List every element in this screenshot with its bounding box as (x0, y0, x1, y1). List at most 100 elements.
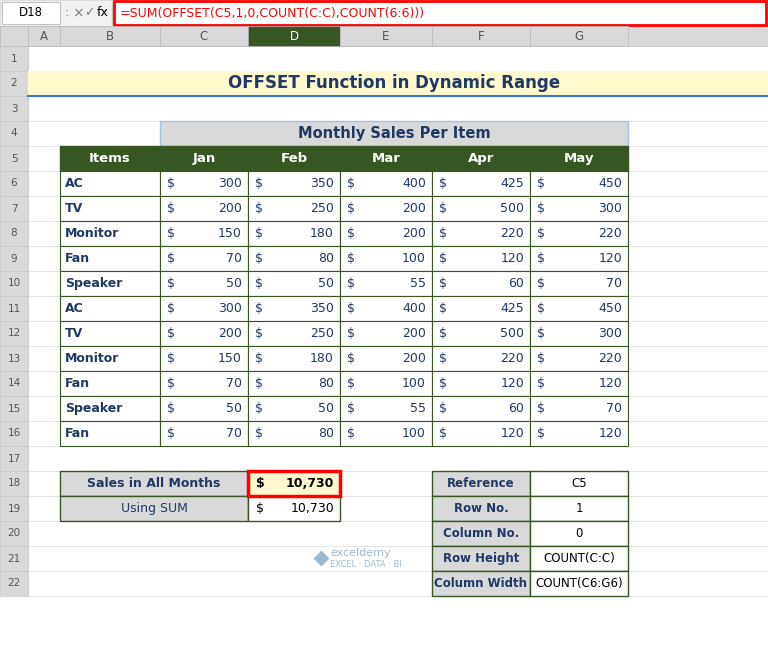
Text: 180: 180 (310, 227, 334, 240)
Bar (0, 146, 28, 171)
Bar (248, 171, 340, 196)
Bar (530, 196, 628, 221)
Text: 400: 400 (402, 302, 426, 315)
Bar (0, 421, 28, 446)
Text: 200: 200 (402, 227, 426, 240)
Text: 70: 70 (226, 252, 242, 265)
Text: 60: 60 (508, 402, 524, 415)
Text: 50: 50 (226, 402, 242, 415)
Text: AC: AC (65, 177, 84, 190)
Bar (28, 146, 768, 171)
Bar (60, 471, 248, 496)
Bar (160, 221, 248, 246)
Text: 8: 8 (11, 228, 18, 238)
Text: $: $ (439, 227, 447, 240)
Bar (340, 26, 432, 46)
Text: Column No.: Column No. (443, 527, 519, 540)
Text: 120: 120 (500, 377, 524, 390)
Bar (530, 246, 628, 271)
Bar (340, 221, 432, 246)
Text: 16: 16 (8, 428, 21, 438)
Bar (0, 446, 28, 471)
Text: $: $ (255, 277, 263, 290)
Text: 180: 180 (310, 352, 334, 365)
Text: TV: TV (65, 327, 83, 340)
Text: Feb: Feb (280, 152, 307, 165)
Text: 13: 13 (8, 354, 21, 364)
Text: 100: 100 (402, 377, 426, 390)
Text: $: $ (439, 277, 447, 290)
Bar (60, 26, 160, 46)
Bar (28, 446, 768, 471)
Bar (28, 521, 768, 546)
Bar (0, 96, 28, 121)
Text: 200: 200 (218, 202, 242, 215)
Bar (28, 71, 768, 96)
Bar (248, 296, 340, 321)
Text: 1: 1 (11, 53, 18, 63)
Bar (28, 371, 768, 396)
Text: Fan: Fan (65, 377, 90, 390)
Text: $: $ (347, 327, 355, 340)
Text: $: $ (167, 227, 175, 240)
Bar (160, 321, 248, 346)
Text: Monthly Sales Per Item: Monthly Sales Per Item (298, 126, 490, 141)
Bar (432, 146, 530, 171)
Bar (432, 496, 530, 521)
Bar (248, 496, 340, 521)
Bar (28, 221, 768, 246)
Bar (0, 246, 28, 271)
Bar (530, 296, 628, 321)
Text: 450: 450 (598, 177, 622, 190)
Text: 200: 200 (402, 202, 426, 215)
Text: D: D (290, 30, 299, 42)
Text: 150: 150 (218, 352, 242, 365)
Text: 500: 500 (500, 202, 524, 215)
Text: Mar: Mar (372, 152, 400, 165)
Text: F: F (478, 30, 485, 42)
Text: $: $ (255, 327, 263, 340)
Bar (0, 121, 28, 146)
Bar (0, 471, 28, 496)
Text: 15: 15 (8, 403, 21, 414)
Bar (248, 396, 340, 421)
Bar (28, 171, 768, 196)
Text: Speaker: Speaker (65, 402, 122, 415)
Text: $: $ (347, 252, 355, 265)
Text: Speaker: Speaker (65, 277, 122, 290)
Text: Jan: Jan (192, 152, 216, 165)
Text: $: $ (537, 277, 545, 290)
Text: 6: 6 (11, 178, 18, 189)
Text: $: $ (255, 302, 263, 315)
Bar (432, 26, 530, 46)
Bar (28, 396, 768, 421)
Bar (340, 246, 432, 271)
Bar (248, 221, 340, 246)
Text: $: $ (439, 252, 447, 265)
Text: 50: 50 (226, 277, 242, 290)
Bar (530, 221, 628, 246)
Bar (530, 146, 628, 171)
Bar (28, 246, 768, 271)
Text: $: $ (255, 402, 263, 415)
Bar (28, 71, 768, 96)
Bar (248, 321, 340, 346)
Bar (340, 396, 432, 421)
Text: 400: 400 (402, 177, 426, 190)
Bar (530, 346, 628, 371)
Bar (432, 271, 530, 296)
Bar (28, 421, 768, 446)
Text: $: $ (347, 277, 355, 290)
Text: 120: 120 (500, 252, 524, 265)
Bar (530, 171, 628, 196)
Text: $: $ (255, 227, 263, 240)
Bar (28, 321, 768, 346)
Text: 120: 120 (598, 427, 622, 440)
Bar (248, 26, 340, 46)
Bar (0, 71, 28, 96)
Bar (432, 221, 530, 246)
Bar (28, 121, 768, 146)
Text: $: $ (537, 427, 545, 440)
Text: 250: 250 (310, 327, 334, 340)
Bar (0, 346, 28, 371)
